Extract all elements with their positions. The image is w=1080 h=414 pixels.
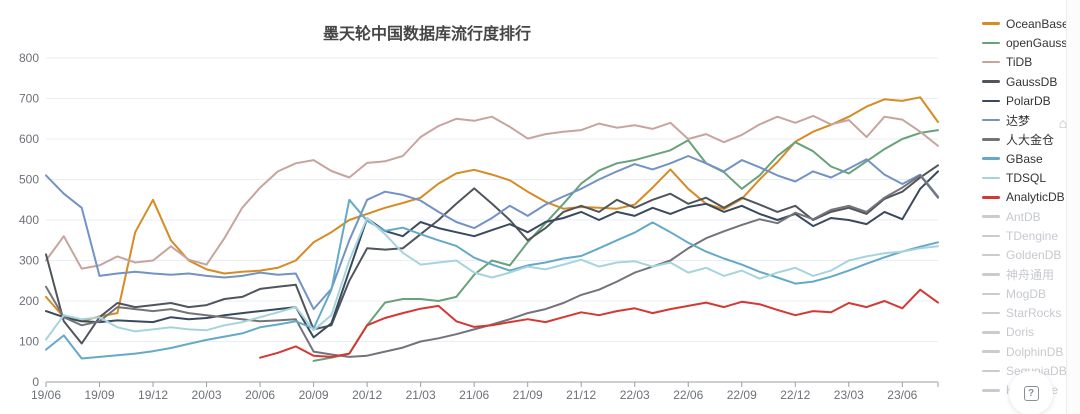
legend-item-AntDB[interactable]: AntDB (982, 207, 1078, 226)
y-axis-label: 700 (19, 92, 39, 106)
legend-label: GoldenDB (1006, 248, 1062, 263)
home-icon[interactable]: ⌂ (1058, 115, 1068, 131)
x-axis-label: 20/06 (245, 388, 275, 402)
series-line-GaussDB (45, 164, 939, 345)
legend-label: MogDB (1006, 286, 1047, 301)
legend-item-GaussDB[interactable]: GaussDB (982, 72, 1078, 91)
legend-swatch (982, 99, 1000, 103)
legend-label: TDengine (1006, 228, 1059, 243)
series-line-AnalyticDB (259, 288, 939, 359)
legend-swatch (982, 157, 1000, 160)
legend-label: OceanBase (1006, 16, 1069, 31)
legend-swatch (982, 253, 1000, 257)
legend-swatch (982, 311, 1000, 315)
legend-swatch (982, 118, 1000, 122)
x-axis-label: 19/06 (31, 388, 61, 402)
legend-swatch (982, 215, 1000, 218)
legend-item-TDengine[interactable]: TDengine (982, 226, 1078, 245)
y-axis-label: 400 (19, 213, 39, 227)
legend-item-神舟通用[interactable]: 神舟通用 (982, 265, 1078, 284)
legend-swatch (982, 22, 1000, 25)
x-axis-label: 21/12 (566, 388, 596, 402)
series-line-达梦 (45, 155, 939, 311)
legend-item-人大金仓[interactable]: 人大金仓 (982, 130, 1078, 149)
x-axis-label: 20/09 (299, 388, 329, 402)
legend-item-GoldenDB[interactable]: GoldenDB (982, 246, 1078, 265)
legend-item-OceanBase[interactable]: OceanBase (982, 14, 1078, 33)
x-axis-label: 22/06 (673, 388, 703, 402)
legend-swatch (982, 234, 1000, 238)
legend-item-AnalyticDB[interactable]: AnalyticDB (982, 188, 1078, 207)
scrollbar-track[interactable] (1066, 0, 1080, 414)
legend-label: Doris (1006, 325, 1035, 340)
series-line-openGauss (312, 129, 939, 362)
y-axis-label: 800 (19, 51, 39, 65)
y-axis-label: 300 (19, 254, 39, 268)
chart-title: 墨天轮中国数据库流行度排行 (322, 26, 532, 43)
x-axis-label: 22/12 (780, 388, 810, 402)
legend-label: GaussDB (1006, 74, 1058, 89)
legend-item-openGauss[interactable]: openGauss (982, 33, 1078, 52)
legend-label: AnalyticDB (1006, 190, 1065, 205)
x-axis-label: 20/12 (352, 388, 382, 402)
legend-label: TDSQL (1006, 171, 1047, 186)
legend-label: openGauss (1006, 35, 1068, 50)
legend-item-GBase[interactable]: GBase (982, 149, 1078, 168)
legend-item-Doris[interactable]: Doris (982, 323, 1078, 342)
y-axis-label: 600 (19, 132, 39, 146)
legend-swatch (982, 389, 1000, 392)
legend-label: DolphinDB (1006, 344, 1064, 359)
x-axis-label: 22/09 (727, 388, 757, 402)
x-axis-label: 21/09 (513, 388, 543, 402)
question-mark-icon: ? (1023, 385, 1039, 401)
legend-swatch (982, 138, 1000, 141)
legend-item-PolarDB[interactable]: PolarDB (982, 91, 1078, 110)
legend-swatch (982, 80, 1000, 83)
legend-item-达梦[interactable]: 达梦 (982, 110, 1078, 129)
legend-label: 达梦 (1006, 113, 1031, 128)
legend-item-TDSQL[interactable]: TDSQL (982, 168, 1078, 187)
legend-label: AntDB (1006, 209, 1041, 224)
legend-label: 人大金仓 (1006, 132, 1055, 147)
series-line-GBase (45, 198, 939, 360)
series-line-OceanBase (45, 96, 939, 323)
legend-label: TiDB (1006, 55, 1033, 70)
x-axis-label: 19/09 (85, 388, 115, 402)
legend-label: GBase (1006, 151, 1043, 166)
legend-swatch (982, 292, 1000, 296)
legend-swatch (982, 176, 1000, 180)
y-axis-label: 500 (19, 173, 39, 187)
series-line-TDSQL (45, 217, 939, 341)
legend-item-TiDB[interactable]: TiDB (982, 53, 1078, 72)
x-axis-label: 22/03 (620, 388, 650, 402)
x-axis-label: 20/03 (192, 388, 222, 402)
y-axis-label: 200 (19, 294, 39, 308)
x-axis-label: 21/06 (459, 388, 489, 402)
x-axis-label: 23/03 (834, 388, 864, 402)
legend-label: StarRocks (1006, 306, 1062, 321)
series-line-TiDB (45, 114, 939, 270)
legend-swatch (982, 196, 1000, 199)
legend-swatch (982, 60, 1000, 64)
legend-label: PolarDB (1006, 93, 1051, 108)
legend-swatch (982, 331, 1000, 334)
legend-label: 神舟通用 (1006, 268, 1055, 282)
legend-swatch (982, 350, 1000, 353)
x-axis-label: 19/12 (138, 388, 168, 402)
legend-item-StarRocks[interactable]: StarRocks (982, 303, 1078, 322)
legend-item-MogDB[interactable]: MogDB (982, 284, 1078, 303)
legend-swatch (982, 41, 1000, 45)
legend: OceanBase openGauss TiDB GaussDB PolarDB 达梦人大… (982, 14, 1078, 400)
y-axis-label: 100 (19, 335, 39, 349)
y-axis-label: 0 (32, 375, 39, 389)
legend-swatch (982, 369, 1000, 373)
legend-item-DolphinDB[interactable]: DolphinDB (982, 342, 1078, 361)
x-axis-label: 21/03 (406, 388, 436, 402)
x-axis-label: 23/06 (887, 388, 917, 402)
help-button[interactable]: ? (1009, 371, 1053, 414)
legend-swatch (982, 273, 1000, 276)
